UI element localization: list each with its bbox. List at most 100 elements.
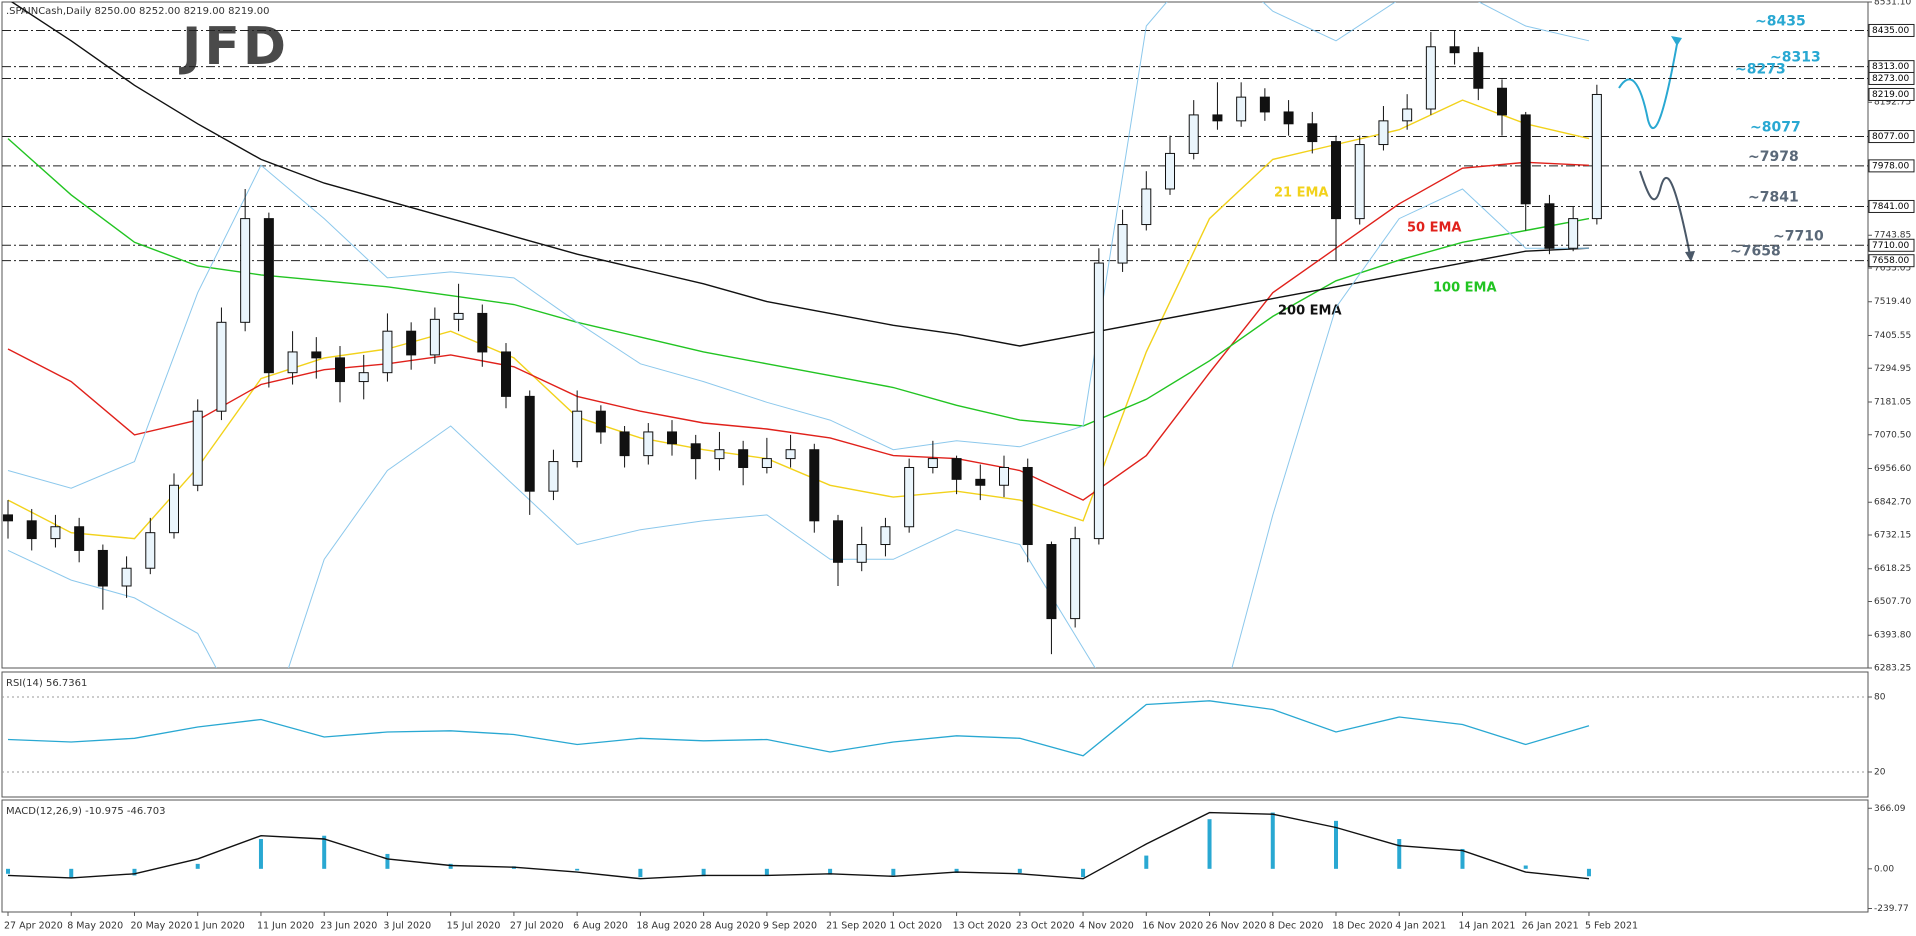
macd-histogram-bar (1460, 848, 1465, 869)
y-tick-label: 366.09 (1874, 804, 1906, 814)
candle-body (1402, 108, 1413, 122)
candle-body (1022, 466, 1033, 546)
last-price-box (1868, 87, 1915, 101)
macd-histogram-bar (954, 868, 959, 873)
candle-body (1165, 152, 1176, 190)
y-tick-label: 6732.15 (1874, 530, 1911, 540)
arrow-head (1671, 36, 1682, 46)
y-tick-label: 0.00 (1874, 864, 1894, 874)
y-tick-label: 7181.05 (1874, 397, 1911, 407)
x-tick-label: 15 Jul 2020 (447, 921, 501, 932)
candle-body (1093, 262, 1104, 540)
level-axis-box (1868, 130, 1915, 144)
candle-body (1473, 52, 1484, 89)
macd-histogram-bar (638, 868, 643, 878)
y-tick-label: 7070.50 (1874, 430, 1911, 440)
candle-body (1568, 218, 1579, 249)
macd-histogram-bar (1081, 868, 1086, 878)
x-tick-label: 1 Jun 2020 (194, 921, 245, 932)
macd-histogram-bar (322, 835, 327, 869)
level-axis-box (1868, 199, 1915, 213)
candle-body (501, 351, 512, 397)
indicator-line (7, 2, 1590, 489)
candle-body (975, 478, 986, 486)
level-label: ~8313 (1770, 50, 1821, 66)
y-tick-label: 7519.40 (1874, 297, 1911, 307)
macd-histogram-bar (1334, 820, 1339, 869)
x-tick-label: 4 Jan 2021 (1395, 921, 1446, 932)
x-tick-label: 23 Oct 2020 (1016, 921, 1075, 932)
level-label: ~7841 (1748, 189, 1799, 205)
candle-body (1544, 203, 1555, 249)
level-axis-box (1868, 159, 1915, 173)
candle-body (3, 514, 14, 522)
macd-histogram-bar (1397, 839, 1402, 869)
y-tick-label: -239.77 (1874, 904, 1909, 914)
candle-body (240, 218, 251, 323)
rsi-title: RSI(14) 56.7361 (6, 678, 87, 689)
x-tick-label: 21 Sep 2020 (826, 921, 886, 932)
candle-body (738, 449, 749, 468)
y-tick-label: 7294.95 (1874, 364, 1911, 374)
y-tick-label: 8531.10 (1874, 0, 1911, 8)
macd-histogram-bar (1523, 865, 1528, 869)
candle-body (263, 218, 274, 374)
candle-body (524, 395, 535, 492)
indicator-line (7, 188, 1589, 668)
x-tick-label: 8 Dec 2020 (1269, 921, 1324, 932)
x-tick-label: 23 Jun 2020 (320, 921, 377, 932)
x-tick-label: 14 Jan 2021 (1458, 921, 1515, 932)
candle-body (1497, 87, 1508, 116)
macd-histogram-bar (1144, 855, 1149, 869)
indicator-line (10, 2, 1590, 347)
x-tick-label: 6 Aug 2020 (573, 921, 628, 932)
level-label: ~8435 (1755, 13, 1806, 29)
y-tick-label: 6618.25 (1874, 564, 1911, 574)
candle-body (1117, 224, 1128, 264)
candle-body (548, 461, 559, 492)
y-tick-label: 7405.55 (1874, 331, 1911, 341)
indicator-line (7, 99, 1590, 540)
y-tick-label: 6956.60 (1874, 464, 1911, 474)
macd-title: MACD(12,26,9) -10.975 -46.703 (6, 806, 166, 817)
x-tick-label: 26 Jan 2021 (1522, 921, 1579, 932)
x-tick-label: 18 Dec 2020 (1332, 921, 1393, 932)
level-label: ~8273 (1735, 61, 1786, 77)
candle-body (1188, 114, 1199, 154)
indicator-label: 100 EMA (1433, 281, 1497, 296)
y-tick-label: 6283.25 (1874, 664, 1911, 674)
candle-body (97, 549, 108, 587)
candle-body (429, 318, 440, 356)
x-tick-label: 26 Nov 2020 (1206, 921, 1267, 932)
candle-body (1046, 544, 1057, 620)
x-tick-label: 4 Nov 2020 (1079, 921, 1134, 932)
up-scenario-arrow (1618, 43, 1678, 129)
candle-body (1591, 93, 1602, 220)
candle-body (453, 312, 464, 320)
macd-histogram-bar (69, 868, 74, 878)
candle-body (169, 484, 180, 534)
candle-body (951, 458, 962, 480)
candle-body (833, 520, 844, 563)
level-axis-label: 7710.00 (1872, 241, 1909, 251)
candle-body (477, 312, 488, 353)
macd-histogram-bar (764, 868, 769, 876)
level-axis-label: 8273.00 (1872, 74, 1909, 84)
candle-body (595, 410, 606, 433)
x-tick-label: 9 Sep 2020 (763, 921, 817, 932)
macd-line (7, 811, 1590, 880)
y-tick-label: 7633.05 (1874, 264, 1911, 274)
candle-body (619, 431, 630, 457)
level-axis-label: 7658.00 (1872, 256, 1909, 266)
macd-histogram-bar (258, 839, 263, 869)
candle-body (1449, 46, 1460, 54)
candle-body (785, 449, 796, 460)
candle-body (406, 330, 417, 356)
candle-body (1354, 144, 1365, 220)
level-axis-box (1868, 71, 1915, 85)
level-axis-label: 7978.00 (1872, 161, 1909, 171)
candle-body (216, 321, 227, 412)
y-tick-label: 7743.85 (1874, 231, 1911, 241)
candle-body (382, 330, 393, 374)
macd-histogram-bar (701, 868, 706, 877)
